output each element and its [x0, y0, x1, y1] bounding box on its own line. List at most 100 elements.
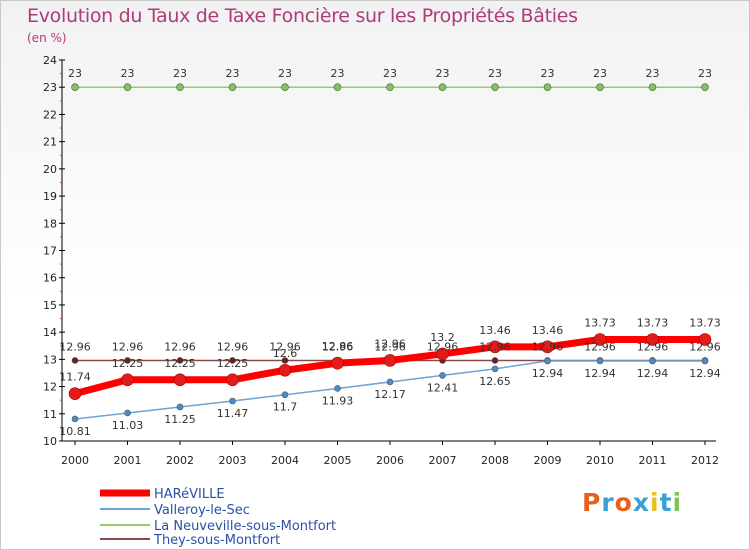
y-tick-label: 18: [43, 217, 57, 230]
logo-letter: x: [632, 488, 650, 517]
logo-letter: o: [614, 488, 633, 517]
data-label: 13.73: [637, 316, 669, 329]
data-point: [121, 373, 134, 387]
data-point: [123, 83, 132, 92]
data-label: 12.96: [374, 337, 406, 350]
data-label: 23: [698, 67, 712, 80]
data-label: 12.94: [584, 367, 616, 380]
data-label: 13.46: [479, 324, 511, 337]
data-point: [543, 83, 552, 92]
data-point: [541, 340, 554, 354]
logo-letter: P: [582, 488, 602, 517]
data-label: 12.96: [427, 340, 459, 353]
data-label: 13.46: [532, 324, 564, 337]
y-tick-label: 24: [43, 54, 57, 67]
data-label: 12.25: [217, 357, 249, 370]
data-label: 11.74: [59, 371, 91, 384]
legend-label: Valleroy-le-Sec: [154, 503, 250, 518]
legend-label: HARéVILLE: [154, 487, 225, 502]
y-tick-label: 11: [43, 408, 57, 421]
data-label: 12.41: [427, 381, 459, 394]
x-tick-label: 2010: [586, 454, 614, 467]
data-label: 11.47: [217, 407, 249, 420]
data-point: [176, 403, 184, 411]
data-label: 13.2: [430, 331, 455, 344]
y-tick-label: 23: [43, 81, 57, 94]
data-label: 12.94: [637, 367, 669, 380]
data-label: 12.94: [689, 367, 721, 380]
x-tick-label: 2011: [639, 454, 667, 467]
data-point: [488, 340, 502, 354]
data-label: 12.94: [532, 367, 564, 380]
data-point: [176, 83, 184, 92]
data-point: [226, 373, 239, 387]
data-point: [436, 347, 449, 361]
data-point: [491, 83, 499, 92]
x-tick-label: 2002: [166, 454, 194, 467]
logo-letter: i: [672, 488, 683, 517]
data-point: [176, 357, 184, 364]
y-tick-label: 22: [43, 108, 57, 121]
data-point: [701, 357, 709, 365]
data-label: 23: [278, 67, 292, 80]
x-tick-label: 2003: [219, 454, 247, 467]
data-point: [281, 391, 289, 399]
y-tick-label: 21: [43, 136, 57, 149]
data-label: 13.73: [689, 316, 721, 329]
y-tick-label: 20: [43, 163, 57, 176]
data-label: 23: [646, 67, 660, 80]
data-point: [71, 415, 79, 423]
data-label: 23: [331, 67, 345, 80]
chart-subtitle: (en %): [27, 31, 67, 45]
data-label: 12.65: [479, 375, 511, 388]
data-label: 12.96: [112, 340, 144, 353]
data-label: 12.25: [112, 357, 144, 370]
x-tick-label: 2008: [481, 454, 509, 467]
data-label: 12.96: [532, 340, 564, 353]
data-label: 12.96: [217, 340, 249, 353]
chart-title: Evolution du Taux de Taxe Foncière sur l…: [27, 5, 578, 27]
data-point: [281, 357, 289, 364]
data-label: 12.25: [164, 357, 196, 370]
data-label: 11.7: [273, 401, 298, 414]
x-tick-label: 2005: [324, 454, 352, 467]
x-tick-label: 2001: [114, 454, 142, 467]
data-point: [229, 397, 236, 405]
data-point: [71, 357, 79, 364]
data-point: [71, 83, 79, 92]
legend-label: They-sous-Montfort: [153, 533, 280, 548]
data-point: [386, 83, 394, 92]
logo-letter: i: [650, 488, 660, 517]
data-label: 12.96: [637, 340, 669, 353]
data-label: 12.6: [273, 347, 298, 360]
data-label: 13.73: [584, 316, 616, 329]
x-tick-label: 2007: [429, 454, 457, 467]
legend-label: La Neuveville-sous-Montfort: [154, 519, 336, 534]
data-point: [386, 378, 394, 386]
y-tick-label: 13: [43, 353, 57, 366]
data-label: 12.96: [164, 340, 196, 353]
data-point: [491, 357, 499, 364]
data-point: [278, 363, 292, 377]
data-label: 23: [226, 67, 240, 80]
data-label: 12.86: [322, 340, 354, 353]
data-label: 11.25: [164, 413, 196, 426]
data-point: [648, 83, 657, 92]
data-point: [383, 354, 397, 367]
data-point: [701, 83, 709, 92]
data-label: 12.17: [374, 388, 406, 401]
y-tick-label: 16: [43, 272, 57, 285]
data-label: 12.96: [584, 340, 616, 353]
data-point: [333, 83, 342, 92]
data-point: [438, 83, 447, 92]
logo-letter: r: [601, 488, 615, 517]
logo-letter: t: [659, 488, 673, 517]
data-label: 12.96: [374, 340, 406, 353]
data-point: [68, 387, 82, 400]
y-tick-label: 10: [43, 435, 57, 448]
x-tick-label: 2004: [271, 454, 299, 467]
data-point: [649, 357, 656, 365]
data-label: 11.93: [322, 394, 354, 407]
data-label: 23: [488, 67, 502, 80]
